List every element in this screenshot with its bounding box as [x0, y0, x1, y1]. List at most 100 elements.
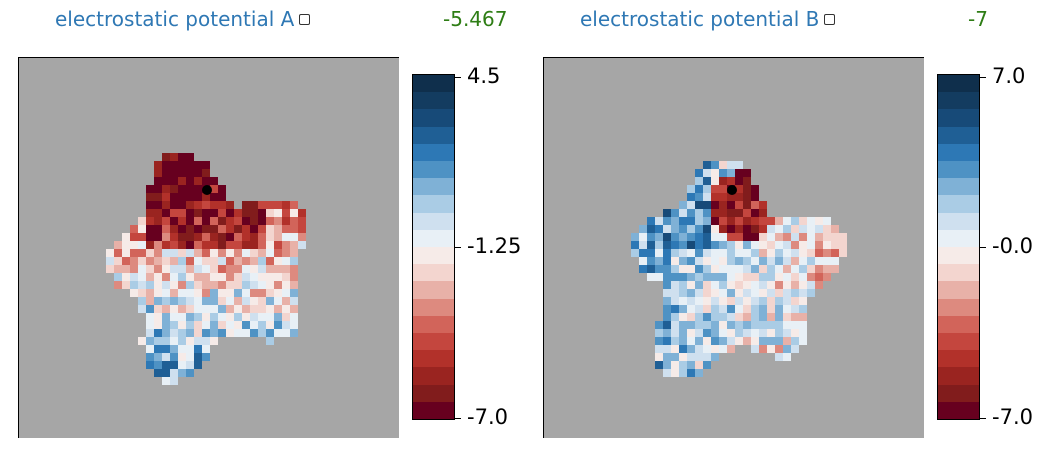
heatmap-cell	[162, 297, 170, 305]
heatmap-cell	[663, 369, 671, 377]
heatmap-cell	[751, 257, 759, 265]
heatmap-cell	[226, 249, 234, 257]
heatmap-cell	[162, 225, 170, 233]
heatmap-cell	[695, 353, 703, 361]
heatmap-cell	[671, 289, 679, 297]
heatmap-cell	[783, 345, 791, 353]
colorbar-segment	[413, 315, 454, 333]
panel-a-colorbar	[412, 74, 455, 420]
heatmap-cell	[162, 217, 170, 225]
heatmap-cell	[791, 281, 799, 289]
heatmap-cell	[122, 233, 130, 241]
heatmap-cell	[242, 305, 250, 313]
heatmap-cell	[743, 281, 751, 289]
heatmap-cell	[823, 233, 831, 241]
heatmap-cell	[663, 233, 671, 241]
heatmap-cell	[154, 169, 162, 177]
heatmap-cell	[743, 273, 751, 281]
colorbar-segment	[413, 401, 454, 419]
heatmap-cell	[719, 177, 727, 185]
heatmap-cell	[711, 241, 719, 249]
heatmap-cell	[234, 297, 242, 305]
heatmap-cell	[671, 281, 679, 289]
panel-b-tick-mid	[980, 247, 986, 248]
heatmap-cell	[727, 257, 735, 265]
heatmap-cell	[138, 217, 146, 225]
heatmap-cell	[815, 265, 823, 273]
heatmap-cell	[815, 217, 823, 225]
heatmap-cell	[210, 337, 218, 345]
heatmap-cell	[743, 265, 751, 273]
heatmap-cell	[679, 361, 687, 369]
heatmap-cell	[266, 241, 274, 249]
colorbar-segment	[938, 143, 979, 161]
heatmap-cell	[218, 249, 226, 257]
heatmap-cell	[282, 225, 290, 233]
heatmap-cell	[735, 185, 743, 193]
heatmap-cell	[170, 345, 178, 353]
heatmap-cell	[274, 273, 282, 281]
heatmap-cell	[735, 217, 743, 225]
panel-a-checkbox[interactable]	[299, 14, 311, 25]
heatmap-cell	[751, 321, 759, 329]
panel-a-title: electrostatic potential A	[55, 7, 311, 31]
heatmap-cell	[226, 201, 234, 209]
heatmap-cell	[695, 257, 703, 265]
heatmap-cell	[775, 353, 783, 361]
heatmap-cell	[711, 257, 719, 265]
heatmap-cell	[274, 281, 282, 289]
heatmap-cell	[282, 273, 290, 281]
heatmap-cell	[799, 257, 807, 265]
heatmap-cell	[266, 337, 274, 345]
heatmap-cell	[242, 209, 250, 217]
panel-b-map[interactable]	[543, 57, 924, 438]
heatmap-cell	[170, 241, 178, 249]
heatmap-cell	[178, 257, 186, 265]
heatmap-cell	[687, 329, 695, 337]
heatmap-cell	[202, 209, 210, 217]
heatmap-cell	[711, 265, 719, 273]
heatmap-cell	[743, 233, 751, 241]
heatmap-cell	[266, 257, 274, 265]
heatmap-cell	[218, 225, 226, 233]
heatmap-cell	[751, 289, 759, 297]
heatmap-cell	[767, 281, 775, 289]
heatmap-cell	[194, 257, 202, 265]
heatmap-cell	[791, 241, 799, 249]
heatmap-cell	[679, 289, 687, 297]
heatmap-cell	[266, 201, 274, 209]
heatmap-cell	[711, 193, 719, 201]
heatmap-cell	[767, 233, 775, 241]
heatmap-cell	[210, 297, 218, 305]
heatmap-cell	[791, 289, 799, 297]
heatmap-cell	[274, 201, 282, 209]
heatmap-cell	[735, 233, 743, 241]
heatmap-cell	[695, 273, 703, 281]
heatmap-cell	[178, 297, 186, 305]
heatmap-cell	[711, 313, 719, 321]
heatmap-cell	[679, 281, 687, 289]
heatmap-cell	[266, 209, 274, 217]
heatmap-cell	[194, 193, 202, 201]
heatmap-cell	[274, 249, 282, 257]
heatmap-cell	[775, 289, 783, 297]
heatmap-cell	[202, 337, 210, 345]
heatmap-cell	[791, 233, 799, 241]
heatmap-cell	[178, 369, 186, 377]
heatmap-cell	[695, 233, 703, 241]
heatmap-cell	[719, 313, 727, 321]
heatmap-cell	[162, 305, 170, 313]
heatmap-cell	[226, 209, 234, 217]
heatmap-cell	[783, 249, 791, 257]
heatmap-cell	[258, 217, 266, 225]
heatmap-cell	[194, 209, 202, 217]
panel-b-checkbox[interactable]	[824, 14, 836, 25]
heatmap-cell	[703, 161, 711, 169]
heatmap-cell	[735, 177, 743, 185]
heatmap-cell	[679, 329, 687, 337]
heatmap-cell	[727, 281, 735, 289]
heatmap-cell	[210, 241, 218, 249]
colorbar-segment	[938, 366, 979, 385]
heatmap-cell	[186, 241, 194, 249]
panel-a-map[interactable]	[18, 57, 399, 438]
